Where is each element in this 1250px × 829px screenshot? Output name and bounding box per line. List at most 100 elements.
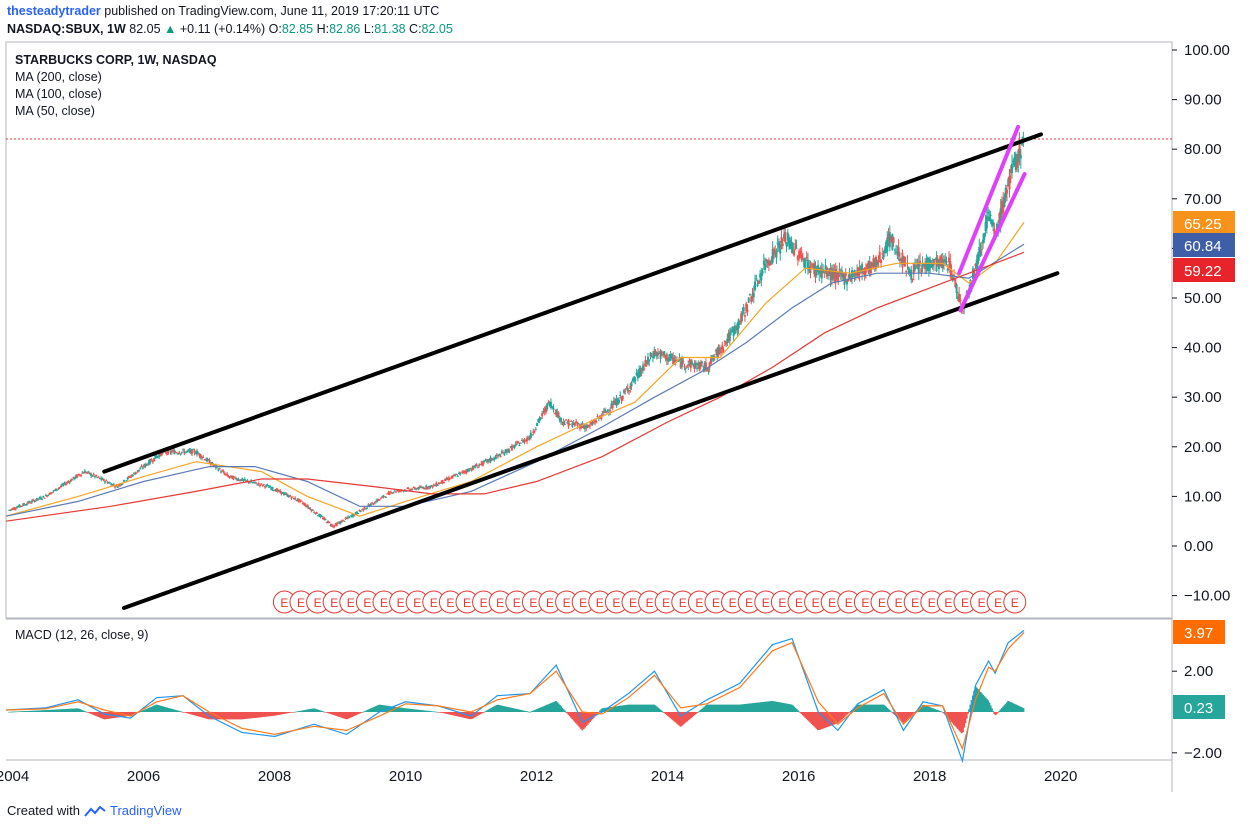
macd-hist-bar — [175, 710, 178, 712]
macd-hist-bar — [754, 702, 757, 712]
candle-body — [886, 237, 889, 252]
macd-hist-bar — [688, 712, 691, 720]
macd-hist-bar — [1022, 708, 1025, 712]
candle-body — [81, 472, 84, 474]
candle-body — [62, 484, 65, 486]
candle-body — [489, 457, 492, 462]
candle-body — [668, 354, 671, 361]
macd-hist-bar — [663, 712, 666, 713]
macd-hist-bar — [398, 707, 401, 712]
macd-hist-bar — [953, 712, 956, 725]
candle-body — [116, 486, 119, 488]
earnings-marker-label: E — [695, 596, 703, 610]
candle-body — [644, 360, 647, 366]
macd-hist-bar — [280, 712, 283, 715]
macd-hist-bar — [42, 710, 45, 712]
candle-body — [810, 263, 813, 265]
macd-hist-bar — [32, 710, 35, 712]
signal-line — [5, 631, 1025, 751]
macd-hist-bar — [843, 712, 846, 717]
macd-hist-bar — [717, 704, 720, 712]
candle-body — [461, 471, 464, 474]
candle-body — [35, 498, 38, 501]
candle-body — [160, 451, 163, 456]
candle-body — [208, 459, 211, 465]
candle-body — [673, 359, 676, 361]
candle-body — [974, 263, 977, 267]
macd-hist-bar — [143, 709, 146, 712]
macd-hist-bar — [948, 712, 951, 720]
legend-macd[interactable]: MACD (12, 26, close, 9) — [15, 628, 149, 642]
candle-body — [138, 469, 141, 471]
candle-body — [558, 417, 561, 421]
macd-hist-bar — [1021, 707, 1024, 712]
legend-ma200[interactable]: MA (200, close) — [15, 70, 102, 84]
candle-body — [88, 472, 91, 475]
macd-hist-bar — [174, 709, 177, 712]
macd-hist-bar — [401, 707, 404, 712]
legend-ma100[interactable]: MA (100, close) — [15, 87, 102, 101]
candle-body — [868, 261, 871, 272]
candle-body — [449, 478, 452, 480]
author-link[interactable]: thesteadytrader — [7, 4, 101, 18]
candle-body — [738, 323, 741, 325]
macd-hist-bar — [926, 706, 929, 712]
candle-body — [207, 459, 210, 461]
candle-body — [920, 268, 923, 274]
candle-body — [427, 486, 430, 489]
macd-hist-bar — [934, 709, 937, 712]
macd-hist-bar — [674, 712, 677, 723]
candle-body — [518, 445, 521, 447]
macd-hist-bar — [587, 712, 590, 724]
macd-hist-bar — [257, 712, 260, 718]
candle-body — [430, 485, 433, 487]
candle-body — [211, 462, 214, 465]
candle-body — [170, 451, 173, 453]
macd-hist-bar — [245, 712, 248, 719]
macd-hist-bar — [765, 701, 768, 712]
candle-body — [783, 234, 786, 239]
candle-body — [677, 360, 680, 362]
candle-body — [650, 356, 653, 358]
macd-hist-bar — [937, 710, 940, 712]
candle-body — [228, 476, 231, 478]
candle-body — [258, 484, 261, 486]
macd-hist-bar — [227, 712, 230, 720]
candle-body — [1017, 150, 1020, 162]
candle-body — [977, 253, 980, 264]
macd-hist-bar — [733, 704, 736, 712]
legend-ma50[interactable]: MA (50, close) — [15, 104, 95, 118]
macd-hist-bar — [15, 711, 18, 713]
macd-hist-bar — [682, 712, 685, 725]
macd-hist-bar — [314, 708, 317, 712]
candle-body — [760, 273, 763, 281]
candle-body — [551, 406, 554, 409]
candle-body — [651, 356, 654, 359]
footer-brand[interactable]: TradingView — [109, 803, 182, 818]
candle-body — [762, 260, 765, 265]
candle-body — [378, 499, 381, 501]
macd-hist-bar — [560, 706, 563, 712]
candle-body — [59, 486, 62, 488]
candle-body — [757, 280, 760, 284]
macd-hist-bar — [793, 706, 796, 712]
macd-hist-bar — [769, 701, 772, 712]
earnings-marker-label: E — [314, 596, 322, 610]
candle-body — [131, 474, 134, 477]
macd-hist-bar — [235, 712, 238, 720]
candle-body — [158, 454, 161, 458]
macd-hist-bar — [629, 704, 632, 712]
macd-hist-bar — [228, 712, 231, 720]
candle-body — [478, 464, 481, 466]
candle-body — [469, 468, 472, 470]
macd-hist-bar — [968, 709, 971, 712]
macd-hist-bar — [285, 712, 288, 714]
candle-body — [342, 519, 345, 521]
candle-body — [616, 398, 619, 405]
macd-hist-bar — [397, 707, 400, 712]
macd-hist-bar — [177, 710, 180, 712]
macd-hist-bar — [242, 712, 245, 720]
macd-hist-bar — [822, 712, 825, 729]
candle-body — [423, 488, 426, 490]
